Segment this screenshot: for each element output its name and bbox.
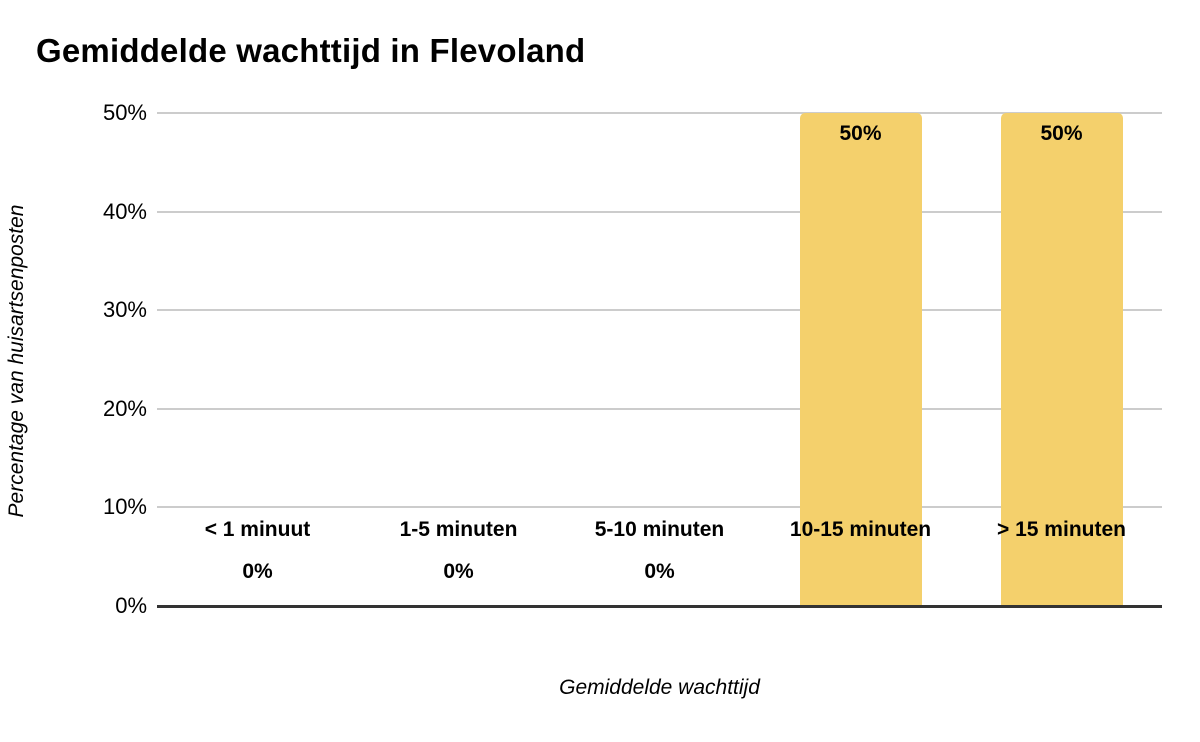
gridline-40: [157, 210, 1162, 213]
x-tick-label: > 15 minuten: [997, 518, 1126, 541]
gridline-20: [157, 407, 1162, 410]
bar: [799, 113, 922, 606]
y-tick-label: 50%: [102, 100, 147, 125]
bar-column: 50%: [961, 113, 1162, 606]
bar-column: 0%: [559, 113, 760, 606]
bar-value-label: 0%: [443, 560, 474, 583]
bar-value-label: 50%: [1040, 122, 1083, 145]
bar: [1000, 113, 1123, 606]
y-tick-label: 40%: [102, 198, 147, 224]
plot-area: 0% 0% 0% 50% 50%: [157, 112, 1162, 608]
x-tick-label: < 1 minuut: [204, 518, 311, 541]
x-axis-line: [157, 605, 1162, 608]
bar-column: 0%: [157, 113, 358, 606]
x-tick-label: 1-5 minuten: [399, 518, 518, 541]
bar-value-label: 0%: [242, 560, 273, 583]
bar-column: 0%: [358, 113, 559, 606]
bar-column: 50%: [760, 113, 961, 606]
y-tick-label: 10%: [102, 494, 147, 520]
x-tick-label: 10-15 minuten: [789, 518, 932, 541]
y-tick-label: 30%: [102, 297, 147, 323]
y-tick-label: 20%: [102, 395, 147, 421]
y-axis-title: Percentage van huisartsenposten: [5, 204, 28, 518]
x-axis-title: Gemiddelde wachttijd: [559, 676, 760, 699]
gridline-30: [157, 309, 1162, 312]
bar-value-label: 0%: [644, 560, 675, 583]
gridline-50: [157, 112, 1162, 114]
x-tick-label: 5-10 minuten: [594, 518, 725, 541]
gridline-10: [157, 506, 1162, 509]
bar-value-label: 50%: [839, 122, 882, 145]
chart-title: Gemiddelde wachttijd in Flevoland: [36, 32, 586, 69]
y-tick-label: 0%: [115, 593, 147, 618]
